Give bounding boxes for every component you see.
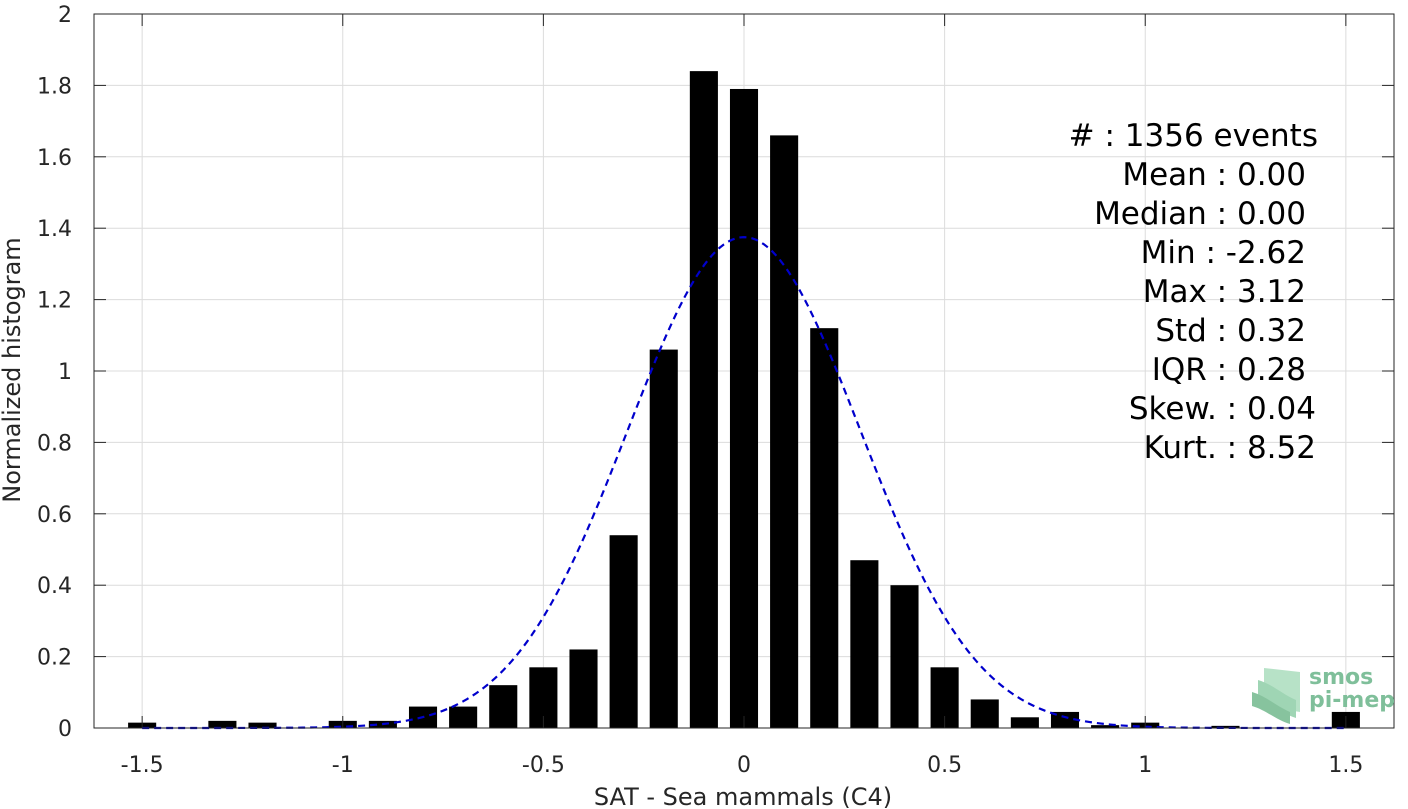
y-tick-labels: 0 0.2 0.4 0.6 0.8 1 1.2 1.4 1.6 1.8 2 [37, 3, 72, 742]
stat-max: Max : 3.12 [1143, 274, 1306, 310]
y-tick-label: 1.6 [37, 146, 72, 171]
stat-events: # : 1356 events [1069, 118, 1318, 154]
y-tick-label: 0.6 [37, 503, 72, 528]
logo-mark-icon [1252, 668, 1300, 724]
histogram-bar [248, 722, 277, 728]
histogram-bar [1211, 725, 1240, 728]
y-tick-label: 1 [58, 360, 72, 385]
histogram-bar [890, 585, 919, 728]
histogram-bar [970, 699, 999, 728]
stat-skew: Skew. : 0.04 [1129, 391, 1316, 427]
y-tick-label: 1.2 [37, 289, 72, 314]
x-tick-labels: -1.5 -1 -0.5 0 0.5 1 1.5 [121, 753, 1364, 778]
y-tick-label: 0.2 [37, 646, 72, 671]
histogram-bar [489, 685, 518, 728]
histogram-bar [729, 88, 759, 729]
histogram-bar [770, 135, 799, 728]
stat-kurt: Kurt. : 8.52 [1144, 430, 1316, 466]
logo-text-pimep: pi-mep [1309, 688, 1395, 713]
stat-median: Median : 0.00 [1094, 196, 1306, 232]
histogram-bar [850, 560, 879, 728]
histogram-bar [569, 649, 598, 728]
histogram-bar [208, 720, 237, 728]
bars [128, 71, 1360, 729]
histogram-bar [449, 706, 478, 728]
y-axis-label: Normalized histogram [0, 237, 26, 502]
y-tick-label: 0 [58, 717, 72, 742]
stat-iqr: IQR : 0.28 [1152, 352, 1306, 388]
y-tick-label: 0.8 [37, 431, 72, 456]
x-axis-label: SAT - Sea mammals (C4) [594, 783, 892, 809]
stats-annotation: # : 1356 events Mean : 0.00 Median : 0.0… [1069, 118, 1318, 466]
x-tick-label: -0.5 [522, 753, 565, 778]
histogram-bar [1091, 725, 1120, 728]
x-tick-label: -1 [332, 753, 354, 778]
logo-text-smos: smos [1309, 665, 1373, 690]
y-tick-label: 0.4 [37, 574, 72, 599]
stat-mean: Mean : 0.00 [1122, 157, 1306, 193]
x-tick-label: 0.5 [927, 753, 962, 778]
histogram-bar [609, 535, 638, 728]
y-tick-label: 1.8 [37, 74, 72, 99]
x-tick-label: 1 [1138, 753, 1152, 778]
x-tick-label: 0 [737, 753, 751, 778]
histogram-bar [1010, 717, 1039, 728]
y-tick-label: 1.4 [37, 217, 72, 242]
axis-ticks [94, 13, 1394, 729]
stat-min: Min : -2.62 [1141, 235, 1306, 271]
histogram-bar [1050, 711, 1080, 728]
histogram-bar [810, 328, 839, 728]
histogram-bar [649, 349, 678, 728]
stat-std: Std : 0.32 [1155, 313, 1306, 349]
y-tick-label: 2 [58, 3, 72, 28]
smos-pi-mep-logo: smos pi-mep [1252, 665, 1395, 724]
histogram-bar [689, 71, 718, 729]
x-tick-label: 1.5 [1328, 753, 1363, 778]
x-tick-label: -1.5 [121, 753, 164, 778]
